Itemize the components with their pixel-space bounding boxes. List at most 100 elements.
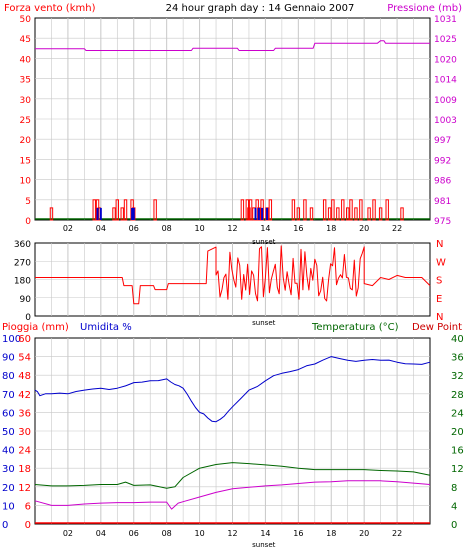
wind-axis-label: 35 xyxy=(20,76,31,86)
climate-xtick-label: 04 xyxy=(96,529,106,538)
direction-compass-label: N xyxy=(436,239,443,250)
climate-xtick-label: 08 xyxy=(162,529,172,538)
wind-axis-label: 45 xyxy=(20,35,31,45)
rain-axis-label: 12 xyxy=(18,483,31,494)
humidity-axis-label: 0 xyxy=(2,520,8,531)
wind-gust-bar xyxy=(49,207,54,221)
temperature-title: Temperatura (°C) xyxy=(311,322,399,333)
humidity-axis-label: 20 xyxy=(2,483,15,494)
humidity-axis-label: 40 xyxy=(2,446,15,457)
humidity-axis-label: 70 xyxy=(2,390,15,401)
temperature-line xyxy=(34,462,431,489)
dewpoint-line xyxy=(34,480,431,510)
wind-gust-bar xyxy=(336,207,340,221)
wind-gust-bar xyxy=(322,199,327,221)
wind-xtick-label: 02 xyxy=(63,224,73,233)
wind-gust-bar xyxy=(123,199,128,221)
dewpoint-title: Dew Point xyxy=(412,322,462,333)
wind-axis-label: 15 xyxy=(20,156,31,166)
temperature-axis-label: 0 xyxy=(451,520,457,531)
climate-xtick-label: 22 xyxy=(392,529,402,538)
wind-gust-bar xyxy=(378,207,383,221)
humidity-line xyxy=(34,356,431,423)
wind-gust-bar xyxy=(92,199,96,221)
wind-avg-bar xyxy=(254,207,257,220)
temperature-axis-label: 20 xyxy=(451,427,464,438)
wind-xtick-label: 12 xyxy=(227,224,237,233)
humidity-axis-label: 80 xyxy=(2,371,15,382)
wind-axis-label: 5 xyxy=(25,197,31,207)
temperature-axis-label: 32 xyxy=(451,371,464,382)
wind-xtick-label: 08 xyxy=(162,224,172,233)
pressure-axis-label: 1009 xyxy=(434,96,457,106)
wind-gust-bar xyxy=(331,199,335,221)
pressure-axis-label: 992 xyxy=(434,156,451,166)
pressure-axis-label: 1031 xyxy=(434,15,457,25)
pressure-axis-label: 986 xyxy=(434,177,451,187)
wind-gust-bar xyxy=(240,199,245,221)
rain-axis-label: 0 xyxy=(25,520,31,531)
wind-gust-bar xyxy=(120,207,124,221)
wind-xtick-label: 18 xyxy=(326,224,336,233)
pressure-axis-label: 981 xyxy=(434,197,451,207)
sunset-label-wind: sunset xyxy=(252,238,275,246)
wind-avg-bar xyxy=(99,207,102,220)
direction-axis-label: 180 xyxy=(14,277,31,287)
rain-axis-label: 48 xyxy=(18,371,31,382)
climate-xtick-label: 16 xyxy=(293,529,303,538)
wind-xtick-label: 06 xyxy=(129,224,139,233)
direction-compass-label: W xyxy=(436,257,446,268)
climate-xtick-label: 12 xyxy=(227,529,237,538)
wind-gust-bar xyxy=(268,199,273,221)
climate-xtick-label: 06 xyxy=(129,529,139,538)
wind-gust-bar xyxy=(341,199,345,221)
pressure-axis-label: 1014 xyxy=(434,76,457,86)
rain-axis-label: 18 xyxy=(18,464,31,475)
wind-gust-bar xyxy=(153,199,157,221)
wind-axis-label: 30 xyxy=(20,96,32,106)
wind-xtick-label: 14 xyxy=(260,224,270,233)
temperature-axis-label: 40 xyxy=(451,334,464,345)
wind-avg-bar xyxy=(96,207,99,220)
wind-avg-bar xyxy=(132,207,135,220)
wind-gust-bar xyxy=(367,207,371,221)
wind-axis-label: 25 xyxy=(20,116,31,126)
rain-axis-label: 36 xyxy=(18,408,31,419)
direction-compass-label: S xyxy=(436,276,442,287)
wind-avg-bar xyxy=(266,207,269,220)
pressure-axis-label: 975 xyxy=(434,217,451,227)
temperature-axis-label: 8 xyxy=(451,483,457,494)
humidity-axis-label: 30 xyxy=(2,464,15,475)
wind-axis-label: 0 xyxy=(25,217,31,227)
direction-axis-label: 90 xyxy=(20,295,32,305)
wind-axis-label: 10 xyxy=(20,177,32,187)
temperature-axis-label: 4 xyxy=(451,501,457,512)
wind-gust-bar xyxy=(359,199,363,221)
direction-compass-label: E xyxy=(436,294,442,305)
wind-gust-bar xyxy=(115,199,119,221)
climate-xtick-label: 14 xyxy=(260,529,270,538)
wind-xtick-label: 16 xyxy=(293,224,303,233)
temperature-axis-label: 12 xyxy=(451,464,464,475)
climate-xtick-label: 02 xyxy=(63,529,73,538)
rain-axis-label: 30 xyxy=(18,427,31,438)
chart-title: 24 hour graph day : 14 Gennaio 2007 xyxy=(166,3,355,14)
wind-gust-bar xyxy=(296,207,301,221)
rain-axis-label: 60 xyxy=(18,334,31,345)
humidity-axis-label: 10 xyxy=(2,501,15,512)
direction-axis-label: 270 xyxy=(14,258,31,268)
humidity-title: Umidita % xyxy=(80,322,132,333)
pressure-title: Pressione (mb) xyxy=(387,3,462,14)
humidity-axis-label: 90 xyxy=(2,353,15,364)
wind-title: Forza vento (kmh) xyxy=(4,3,96,14)
rain-axis-label: 24 xyxy=(18,446,31,457)
climate-xtick-label: 18 xyxy=(326,529,336,538)
wind-avg-bar xyxy=(261,207,264,220)
rain-title: Pioggia (mm) xyxy=(2,322,69,333)
wind-gust-bar xyxy=(354,207,358,221)
wind-xtick-label: 20 xyxy=(359,224,369,233)
temperature-axis-label: 24 xyxy=(451,408,464,419)
wind-avg-bar xyxy=(131,207,134,220)
wind-gust-bar xyxy=(291,199,296,221)
pressure-line xyxy=(35,40,430,51)
